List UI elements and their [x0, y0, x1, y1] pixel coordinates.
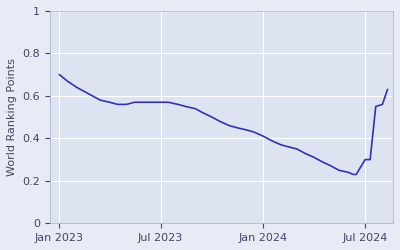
Y-axis label: World Ranking Points: World Ranking Points: [7, 58, 17, 176]
